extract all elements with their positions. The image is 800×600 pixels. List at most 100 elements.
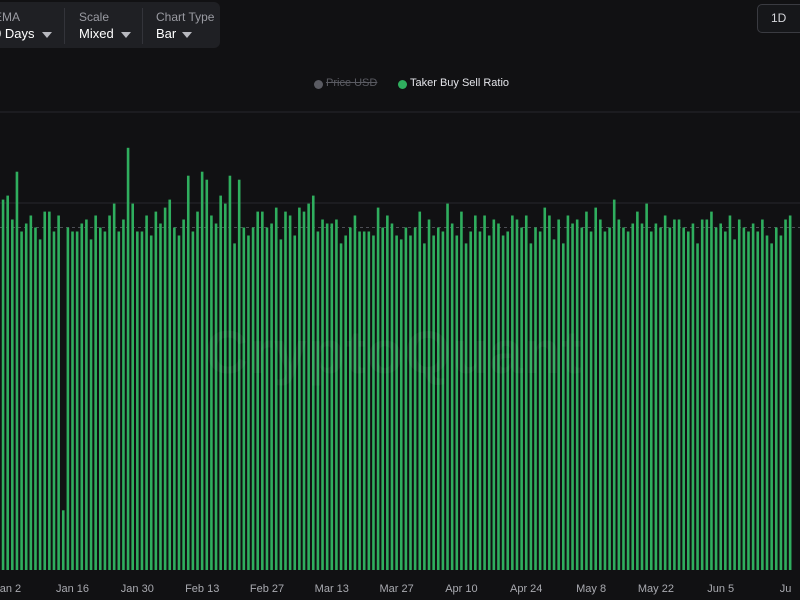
bar[interactable] xyxy=(98,227,102,571)
bar[interactable] xyxy=(687,231,690,571)
bar[interactable] xyxy=(585,211,588,570)
bar[interactable] xyxy=(6,195,9,570)
bar[interactable] xyxy=(279,239,283,570)
bar[interactable] xyxy=(122,219,125,571)
bar[interactable] xyxy=(747,231,750,571)
bar[interactable] xyxy=(571,223,574,571)
bar[interactable] xyxy=(57,215,60,571)
bar[interactable] xyxy=(696,243,699,570)
bar[interactable] xyxy=(710,211,713,570)
bar[interactable] xyxy=(478,231,482,571)
bar[interactable] xyxy=(112,203,116,570)
bar[interactable] xyxy=(673,219,676,571)
bar[interactable] xyxy=(321,219,324,571)
bar[interactable] xyxy=(765,235,769,571)
bar[interactable] xyxy=(330,223,334,571)
bar[interactable] xyxy=(742,227,746,571)
bar[interactable] xyxy=(237,179,241,570)
bar[interactable] xyxy=(353,215,357,571)
bar[interactable] xyxy=(247,235,250,571)
bar[interactable] xyxy=(599,219,602,571)
bar[interactable] xyxy=(636,211,639,570)
bar[interactable] xyxy=(552,239,556,570)
bar[interactable] xyxy=(256,211,260,570)
bar[interactable] xyxy=(404,227,408,571)
bar[interactable] xyxy=(770,243,773,570)
bar[interactable] xyxy=(311,195,315,570)
bar[interactable] xyxy=(626,231,630,571)
bar[interactable] xyxy=(663,215,667,571)
bar[interactable] xyxy=(1,199,5,570)
bar[interactable] xyxy=(520,227,523,571)
bar[interactable] xyxy=(196,211,199,570)
bar[interactable] xyxy=(89,239,93,570)
bar[interactable] xyxy=(163,207,167,570)
bar[interactable] xyxy=(284,211,287,570)
scale-select[interactable]: Scale Mixed xyxy=(79,2,139,48)
bar[interactable] xyxy=(298,207,301,570)
bar[interactable] xyxy=(349,227,352,571)
bar[interactable] xyxy=(390,223,394,571)
bar[interactable] xyxy=(497,223,500,571)
bar[interactable] xyxy=(71,231,74,571)
bar[interactable] xyxy=(728,215,732,571)
bar[interactable] xyxy=(149,235,153,571)
bar[interactable] xyxy=(200,171,204,570)
bar[interactable] xyxy=(617,219,621,571)
bar[interactable] xyxy=(501,235,505,571)
bar[interactable] xyxy=(186,175,190,570)
bar[interactable] xyxy=(515,219,519,571)
bar[interactable] xyxy=(511,215,514,571)
bar[interactable] xyxy=(432,235,435,571)
bar[interactable] xyxy=(677,219,681,571)
interval-button[interactable]: 1D xyxy=(757,4,800,33)
bar[interactable] xyxy=(474,215,477,571)
bar[interactable] xyxy=(52,231,56,571)
chart-type-select[interactable]: Chart Type Bar xyxy=(156,2,218,48)
bar[interactable] xyxy=(386,215,389,571)
ema-select[interactable]: EMA 0 Days xyxy=(0,2,62,48)
bar[interactable] xyxy=(293,235,297,571)
bar[interactable] xyxy=(154,211,158,570)
bar[interactable] xyxy=(622,227,625,571)
bar[interactable] xyxy=(210,215,213,571)
bar[interactable] xyxy=(575,219,579,571)
bar[interactable] xyxy=(691,223,695,571)
bar[interactable] xyxy=(302,211,306,570)
bar[interactable] xyxy=(24,223,28,571)
bar[interactable] xyxy=(682,227,685,571)
bar[interactable] xyxy=(94,215,97,571)
bar[interactable] xyxy=(344,235,347,571)
bar[interactable] xyxy=(761,219,764,571)
bar[interactable] xyxy=(20,231,23,571)
bar[interactable] xyxy=(399,239,403,570)
bar[interactable] xyxy=(261,211,264,570)
bar[interactable] xyxy=(11,219,14,571)
bar[interactable] xyxy=(436,227,440,571)
bar[interactable] xyxy=(423,243,426,570)
bar[interactable] xyxy=(251,227,255,571)
bar[interactable] xyxy=(75,231,79,571)
bar[interactable] xyxy=(219,195,222,570)
bar[interactable] xyxy=(779,235,783,571)
bar[interactable] xyxy=(145,215,148,571)
bar[interactable] xyxy=(714,227,718,571)
bar[interactable] xyxy=(608,227,611,571)
bar[interactable] xyxy=(339,243,343,570)
bar[interactable] xyxy=(376,207,380,570)
bar[interactable] xyxy=(173,227,176,571)
bar[interactable] xyxy=(418,211,422,570)
bar[interactable] xyxy=(38,239,42,570)
bar[interactable] xyxy=(446,203,449,570)
bar[interactable] xyxy=(724,231,727,571)
bar[interactable] xyxy=(103,231,107,571)
bar[interactable] xyxy=(48,211,51,570)
bar[interactable] xyxy=(362,231,366,571)
bar[interactable] xyxy=(270,223,273,571)
bar[interactable] xyxy=(788,215,792,571)
bar[interactable] xyxy=(395,235,398,571)
bar[interactable] xyxy=(224,203,227,570)
bar[interactable] xyxy=(15,171,19,570)
bar[interactable] xyxy=(325,223,329,571)
bar[interactable] xyxy=(594,207,597,570)
